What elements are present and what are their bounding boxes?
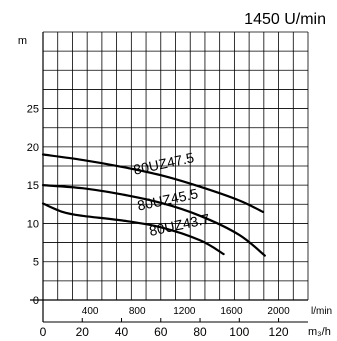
x-tick-label-m3h: 60 xyxy=(154,325,168,339)
tick-labels: 0 5 10 15 20 25 400 800 1200 1600 2000 0 20 40 60 80 100… xyxy=(27,104,290,339)
x-tick-label-m3h: 80 xyxy=(193,325,207,339)
x-tick-label-lpm: 1600 xyxy=(220,306,243,317)
x-tick-label-m3h: 40 xyxy=(115,325,129,339)
x-tick-label-m3h: 100 xyxy=(229,325,249,339)
chart-title: 1450 U/min xyxy=(244,11,326,28)
y-tick-label: 5 xyxy=(33,257,39,269)
x-tick-label-m3h: 120 xyxy=(269,325,289,339)
curve-80UZ45.5 xyxy=(41,184,266,257)
y-tick-label: 15 xyxy=(27,180,39,192)
curve-80UZ47.5 xyxy=(41,153,264,213)
x-tick-label-lpm: 1200 xyxy=(173,306,196,317)
x-axis-label-bottom: m₃/h xyxy=(308,326,331,338)
y-tick-label: 10 xyxy=(27,218,39,230)
axes xyxy=(30,32,308,323)
y-tick-label: 25 xyxy=(27,104,39,116)
grid xyxy=(42,31,309,301)
curve-80UZ43.7 xyxy=(41,202,225,256)
x-tick-label-lpm: 400 xyxy=(82,306,99,317)
series-label: 80UZ43.7 xyxy=(148,210,212,238)
x-tick-label-lpm: 800 xyxy=(129,306,146,317)
y-tick-label: 0 xyxy=(33,295,39,307)
x-tick-label-m3h: 20 xyxy=(76,325,90,339)
y-axis-label: m xyxy=(18,35,27,47)
x-tick-label-m3h: 0 xyxy=(40,325,47,339)
curves xyxy=(41,153,266,257)
series-label: 80UZ47.5 xyxy=(132,149,196,177)
x-axis-label-top: l/min xyxy=(311,306,332,317)
x-tick-label-lpm: 2000 xyxy=(267,306,290,317)
y-tick-label: 20 xyxy=(27,142,39,154)
